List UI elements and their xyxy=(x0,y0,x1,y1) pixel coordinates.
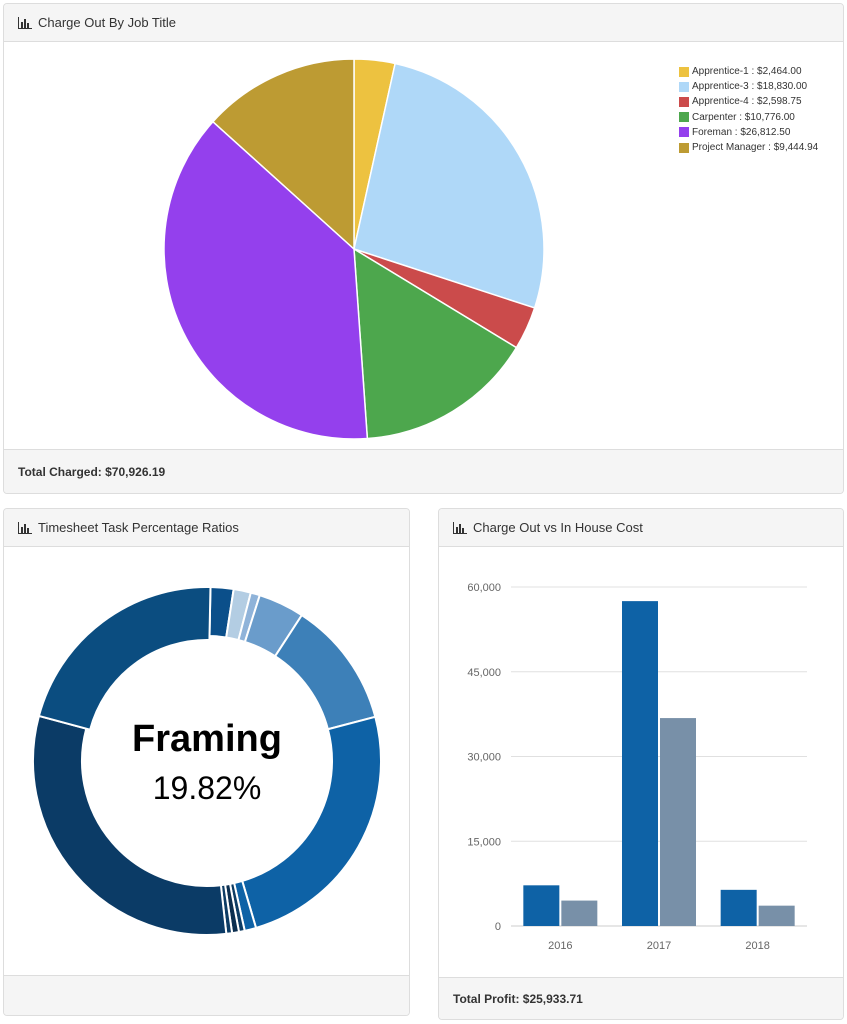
panel-footer xyxy=(4,975,409,1015)
charge-out-vs-in-house-panel: Charge Out vs In House Cost 0 15,000 30,00… xyxy=(438,508,844,1020)
pie-slice-apprentice-3[interactable] xyxy=(353,62,545,309)
panel-footer: Total Profit: $25,933.71 xyxy=(439,977,843,1019)
charge-vs-cost-bar-chart: 0 15,000 30,000 45,000 60,000 2016 2017 2018 xyxy=(467,582,807,952)
charge-out-by-job-title-panel: Charge Out By Job Title Apprentice-1 : $… xyxy=(3,3,844,494)
legend-label: Project Manager : $9,444.94 xyxy=(692,142,819,154)
x-tick-label: 2016 xyxy=(548,940,572,952)
bar-2017-series-2[interactable] xyxy=(660,718,696,926)
legend-label: Apprentice-1 : $2,464.00 xyxy=(692,66,802,78)
panel-footer: Total Charged: $70,926.19 xyxy=(4,449,843,493)
panel-title: Charge Out vs In House Cost xyxy=(473,520,643,535)
y-tick-label: 30,000 xyxy=(467,752,501,764)
legend-swatch xyxy=(679,96,689,107)
bar-chart-icon xyxy=(453,521,467,534)
pie-slice-project-manager[interactable] xyxy=(211,58,355,251)
pie-slice-foreman[interactable] xyxy=(163,120,369,440)
panel-title: Charge Out By Job Title xyxy=(38,15,177,30)
legend-swatch xyxy=(679,81,689,92)
panel-heading: Charge Out vs In House Cost xyxy=(439,509,843,547)
job-title-pie-chart xyxy=(163,58,545,440)
task-ratio-donut-chart: Framing 19.82% xyxy=(32,586,382,936)
legend-label: Foreman : $26,812.50 xyxy=(692,126,791,138)
donut-hole xyxy=(88,642,326,880)
bar-chart-icon xyxy=(18,521,32,534)
donut-slice-highlighted[interactable] xyxy=(37,586,212,731)
legend-item: Apprentice-3 : $18,830.00 xyxy=(679,79,818,94)
bar-2018-series-1[interactable] xyxy=(720,889,757,926)
y-tick-label: 45,000 xyxy=(467,667,501,679)
timesheet-task-ratios-panel: Timesheet Task Percentage Ratios Framing… xyxy=(3,508,410,1016)
legend-swatch xyxy=(679,142,689,153)
legend-item: Carpenter : $10,776.00 xyxy=(679,110,818,125)
bar-2018-series-2[interactable] xyxy=(758,905,795,926)
legend-item: Apprentice-4 : $2,598.75 xyxy=(679,94,818,109)
legend-item: Project Manager : $9,444.94 xyxy=(679,140,818,155)
panel-title: Timesheet Task Percentage Ratios xyxy=(38,520,239,535)
pie-slice-carpenter[interactable] xyxy=(353,247,518,440)
y-tick-label: 60,000 xyxy=(467,582,501,594)
legend-swatch xyxy=(679,112,689,123)
donut-center-value: 19.82% xyxy=(153,770,262,806)
legend-item: Foreman : $26,812.50 xyxy=(679,125,818,140)
y-tick-label: 0 xyxy=(495,921,501,933)
panel-heading: Charge Out By Job Title xyxy=(4,4,843,42)
legend-item: Apprentice-1 : $2,464.00 xyxy=(679,64,818,79)
x-tick-label: 2017 xyxy=(647,940,671,952)
total-profit-text: Total Profit: $25,933.71 xyxy=(453,991,583,1006)
legend-label: Apprentice-4 : $2,598.75 xyxy=(692,96,802,108)
pie-legend: Apprentice-1 : $2,464.00 Apprentice-3 : $… xyxy=(679,64,818,155)
y-tick-label: 15,000 xyxy=(467,836,501,848)
panel-heading: Timesheet Task Percentage Ratios xyxy=(4,509,409,547)
legend-label: Carpenter : $10,776.00 xyxy=(692,111,795,123)
bar-2016-series-1[interactable] xyxy=(523,885,560,926)
donut-center-label: Framing xyxy=(132,718,282,760)
legend-swatch xyxy=(679,127,689,138)
legend-swatch xyxy=(679,66,689,77)
legend-label: Apprentice-3 : $18,830.00 xyxy=(692,81,808,93)
total-charged-text: Total Charged: $70,926.19 xyxy=(18,464,166,479)
bar-2016-series-2[interactable] xyxy=(561,900,598,926)
x-tick-label: 2018 xyxy=(745,940,769,952)
bar-chart-icon xyxy=(18,16,32,29)
bar-2017-series-1[interactable] xyxy=(622,601,658,926)
